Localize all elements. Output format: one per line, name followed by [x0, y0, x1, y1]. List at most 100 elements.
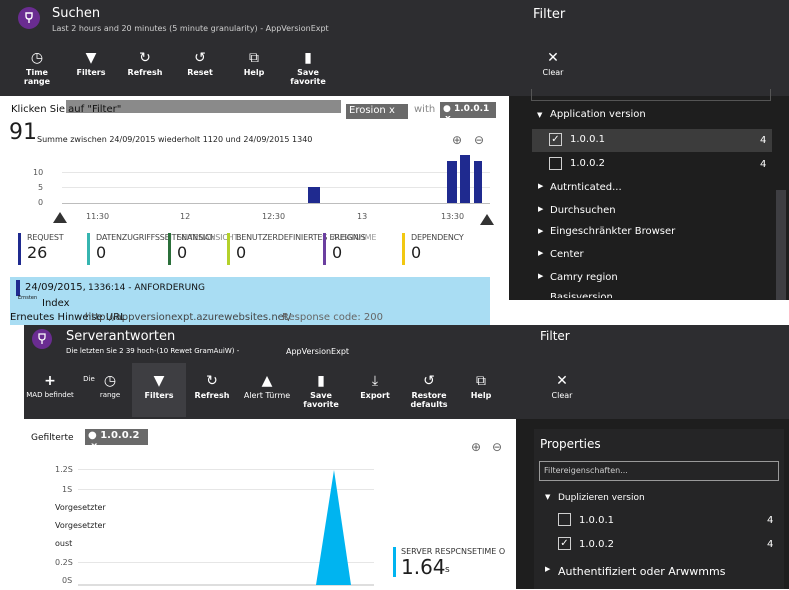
- y-tick: oust: [55, 539, 73, 548]
- filters-button[interactable]: ▼ Filters: [76, 50, 106, 77]
- metric-datenzugriff[interactable]: DATENZUGRIFFSSEITENANSICHT 0: [87, 233, 214, 267]
- x-tick: 13:30: [441, 212, 465, 221]
- chevron-right-icon[interactable]: ▶: [538, 182, 544, 190]
- close-icon: ✕: [556, 373, 568, 389]
- refresh-button[interactable]: ↻ Refresh: [194, 373, 230, 400]
- range-left-handle[interactable]: [53, 212, 67, 223]
- chevron-right-icon[interactable]: ▶: [538, 227, 544, 235]
- zoom-out-icon[interactable]: ⊖: [474, 133, 485, 147]
- clear-button[interactable]: ✕ Clear: [551, 373, 573, 400]
- grid-line: [62, 187, 490, 188]
- chevron-right-icon[interactable]: ▶: [538, 272, 544, 280]
- filter-item-count: 4: [767, 515, 774, 526]
- metric-dependency[interactable]: DEPENDENCY 0: [402, 233, 482, 267]
- filter-group-durchsuchen[interactable]: Durchsuchen: [550, 205, 616, 216]
- zoom-in-icon[interactable]: ⊕: [471, 440, 482, 454]
- zoom-in-icon[interactable]: ⊕: [452, 133, 463, 147]
- help-button[interactable]: ⧉ Help: [243, 50, 265, 77]
- chevron-right-icon[interactable]: ▶: [538, 205, 544, 213]
- restore-defaults-button[interactable]: ↺ Restore defaults: [410, 373, 448, 409]
- filter-icon: ▼: [85, 50, 97, 66]
- filter-group-center[interactable]: Center: [550, 249, 584, 260]
- metric-ausnahme[interactable]: AUSNAHME 0: [323, 233, 383, 267]
- chevron-right-icon[interactable]: ▶: [545, 565, 551, 573]
- version-chip[interactable]: ● 1.0.0.2 x: [85, 429, 148, 452]
- filter-scrollbar[interactable]: [776, 190, 786, 300]
- bookmark-icon: ▮: [317, 373, 325, 389]
- time-range-button-label[interactable]: ◷ range: [99, 373, 121, 399]
- save-favorite-button[interactable]: ▮ Save favorite: [303, 373, 339, 409]
- help-button[interactable]: ⧉ Help: [470, 373, 492, 400]
- bell-icon: ▲: [261, 373, 273, 389]
- properties-title: Properties: [540, 437, 601, 451]
- save-favorite-button[interactable]: ▮ Save favorite: [290, 50, 326, 86]
- filter-group-authenticated[interactable]: Authentifiziert oder Arwwmms: [558, 565, 726, 578]
- checkbox-1-0-0-2[interactable]: ✓: [558, 537, 571, 550]
- filter-item-count: 4: [767, 539, 774, 550]
- chevron-down-icon[interactable]: ▼: [545, 493, 551, 501]
- time-range-button[interactable]: ◷ Time range: [23, 50, 51, 86]
- zoom-out-icon[interactable]: ⊖: [492, 440, 503, 454]
- export-button[interactable]: ⤓ Export: [360, 373, 390, 400]
- chevron-down-icon[interactable]: ▼: [537, 111, 543, 119]
- metric-label: SERVER RESPCNSETIME O: [401, 547, 506, 556]
- result-date: 24/09/2015,: [25, 282, 86, 293]
- time-range-button[interactable]: Die: [83, 375, 95, 383]
- filter-group-browser[interactable]: Eingeschränkter Browser: [550, 226, 676, 237]
- properties-search-input[interactable]: Filtereigenschaften...: [539, 461, 779, 481]
- checkbox-1-0-0-2[interactable]: [549, 157, 562, 170]
- metric-color-bar: [168, 233, 171, 265]
- filters-active-bg: [132, 363, 186, 417]
- range-right-handle[interactable]: [480, 214, 494, 225]
- filter-group-region[interactable]: Camry region: [550, 272, 618, 283]
- filter-search-box[interactable]: [531, 89, 771, 101]
- erosion-chip[interactable]: Erosion x: [346, 104, 408, 119]
- filters-button[interactable]: ▼ Filters: [144, 373, 174, 400]
- with-label: with: [414, 104, 436, 115]
- filter-bar-label: Klicken Sie auf "Filter": [11, 104, 122, 115]
- filtered-label: Gefilterte: [31, 433, 74, 443]
- server-response-metric[interactable]: SERVER RESPCNSETIME O 1.64 s: [393, 545, 513, 579]
- page-subtitle: Die letzten Sie 2 39 hoch-(10 Rewet Gram…: [66, 347, 240, 355]
- reset-button[interactable]: ↺ Reset: [187, 50, 213, 77]
- chip-dot-icon: ●: [88, 430, 97, 441]
- metric-seitenansicht[interactable]: SEITENANSICHT 0: [168, 233, 238, 267]
- filter-item-selected-bg: [532, 129, 772, 152]
- help-icon: ⧉: [249, 50, 259, 66]
- result-type-bar: [16, 280, 20, 296]
- close-icon: ✕: [547, 50, 559, 66]
- filter-group-basisversion[interactable]: Basisversion...: [550, 292, 623, 298]
- filter-item-1-0-0-2: 1.0.0.2: [570, 158, 605, 169]
- metric-request[interactable]: REQUEST 26: [18, 233, 78, 267]
- clear-button[interactable]: ✕ Clear: [542, 50, 564, 77]
- filter-group-authenticated[interactable]: Autrnticated...: [550, 182, 622, 193]
- chevron-right-icon[interactable]: ▶: [538, 249, 544, 257]
- bottom-header: Serverantworten Die letzten Sie 2 39 hoc…: [24, 325, 516, 419]
- checkbox-1-0-0-1[interactable]: ✓: [549, 133, 562, 146]
- metric-color-bar: [87, 233, 90, 265]
- chip-close-icon[interactable]: x: [91, 441, 98, 452]
- chip-close-icon[interactable]: x: [445, 114, 451, 124]
- filter-group-version[interactable]: Duplizieren version: [558, 493, 645, 503]
- alert-button[interactable]: ▲ Alert Türme: [243, 373, 291, 400]
- y-tick: 5: [38, 183, 44, 192]
- grid-line: [78, 562, 374, 563]
- grid-line: [62, 172, 490, 173]
- result-index-label: Index: [42, 298, 70, 309]
- metric-color-bar: [323, 233, 326, 265]
- restore-icon: ↺: [423, 373, 435, 389]
- total-count: 91: [9, 120, 37, 145]
- metric-benutzerdefiniert[interactable]: BENUTZERDEFINIERTES EREIGNIS 0: [227, 233, 366, 267]
- refresh-button[interactable]: ↻ Refresh: [127, 50, 163, 77]
- filter-chip-bar: [66, 100, 341, 113]
- result-hint: Erneutes Hinweise URL: [10, 312, 126, 323]
- checkbox-1-0-0-1[interactable]: [558, 513, 571, 526]
- filter-group-application-version[interactable]: Application version: [550, 109, 646, 120]
- add-button[interactable]: + MAD befindet: [26, 373, 74, 399]
- result-url[interactable]: http://appversionexpt.azurewebsites.net/: [85, 312, 292, 323]
- bar-mark: [460, 155, 470, 203]
- reset-icon: ↺: [194, 50, 206, 66]
- metric-color-bar: [18, 233, 21, 265]
- version-chip[interactable]: ● 1.0.0.1 x: [440, 102, 496, 124]
- search-result-row[interactable]: 24/09/2015, 1336:14 - ANFORDERUNG Ernste…: [10, 277, 490, 325]
